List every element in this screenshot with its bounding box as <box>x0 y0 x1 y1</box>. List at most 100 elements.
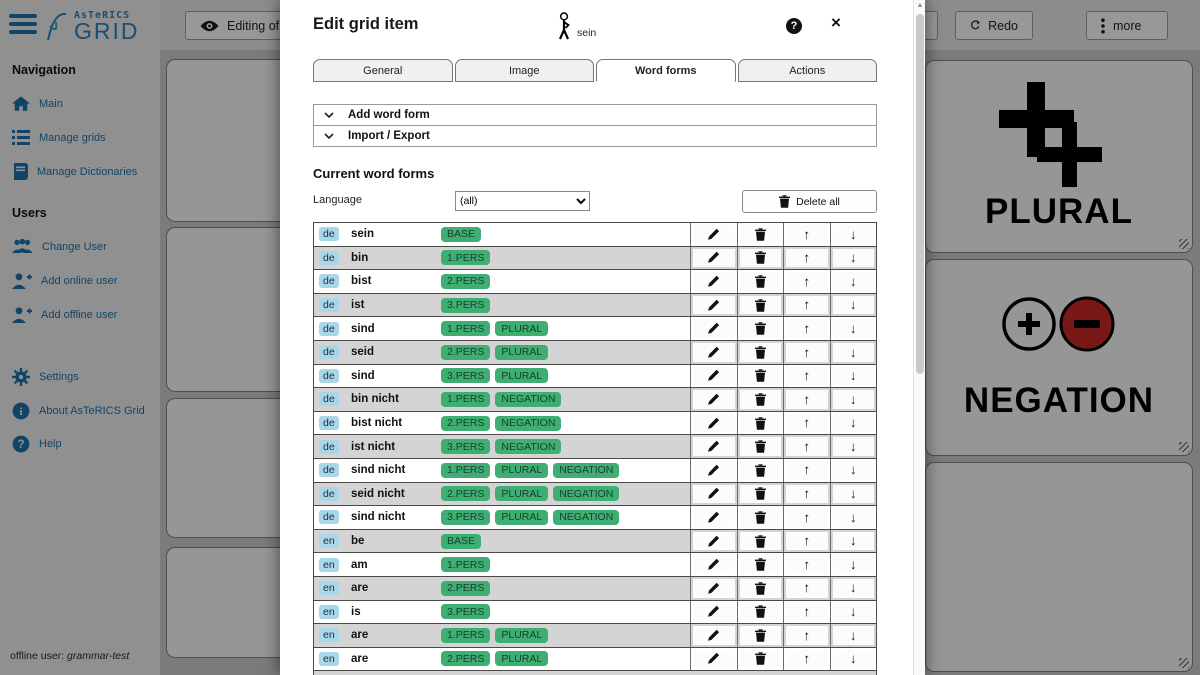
accordion-add-word-form[interactable]: Add word form <box>313 104 877 126</box>
resize-handle[interactable] <box>1179 239 1189 249</box>
move-row-up-button[interactable]: ↑ <box>783 388 830 411</box>
move-row-down-button[interactable]: ↓ <box>829 411 876 435</box>
move-row-down-button[interactable]: ↓ <box>829 340 876 364</box>
edit-row-button[interactable] <box>690 553 737 576</box>
edit-row-button[interactable] <box>690 576 737 600</box>
move-row-down-button[interactable]: ↓ <box>829 576 876 600</box>
grid-cell-plural[interactable]: PLURAL <box>925 60 1193 253</box>
move-row-up-button[interactable]: ↑ <box>783 364 830 388</box>
delete-row-button[interactable] <box>736 317 783 340</box>
more-button[interactable]: more <box>1086 11 1168 40</box>
move-row-down-button[interactable]: ↓ <box>829 364 876 388</box>
move-row-up-button[interactable]: ↑ <box>783 340 830 364</box>
delete-row-button[interactable] <box>736 647 783 671</box>
sidebar-item-main[interactable]: Main <box>12 96 63 112</box>
scrollbar-up-arrow[interactable]: ▲ <box>916 2 924 9</box>
edit-row-button[interactable] <box>690 293 737 317</box>
delete-all-button[interactable]: Delete all <box>742 190 877 213</box>
edit-row-button[interactable] <box>690 340 737 364</box>
move-row-down-button[interactable]: ↓ <box>829 388 876 411</box>
sidebar-item-manage-grids[interactable]: Manage grids <box>12 130 106 145</box>
move-row-up-button[interactable]: ↑ <box>783 435 830 458</box>
tab-image[interactable]: Image <box>454 59 594 82</box>
delete-row-button[interactable] <box>736 624 783 647</box>
grid-cell[interactable] <box>166 59 296 222</box>
delete-row-button[interactable] <box>736 246 783 270</box>
edit-row-button[interactable] <box>690 647 737 671</box>
delete-row-button[interactable] <box>736 482 783 506</box>
move-row-down-button[interactable]: ↓ <box>829 600 876 624</box>
move-row-up-button[interactable]: ↑ <box>783 293 830 317</box>
edit-row-button[interactable] <box>690 529 737 553</box>
delete-row-button[interactable] <box>736 553 783 576</box>
delete-row-button[interactable] <box>736 458 783 482</box>
delete-row-button[interactable] <box>736 223 783 246</box>
move-row-up-button[interactable]: ↑ <box>783 647 830 671</box>
edit-row-button[interactable] <box>690 435 737 458</box>
delete-row-button[interactable] <box>736 435 783 458</box>
move-row-down-button[interactable]: ↓ <box>829 435 876 458</box>
tab-actions[interactable]: Actions <box>737 59 877 82</box>
move-row-up-button[interactable]: ↑ <box>783 246 830 270</box>
edit-row-button[interactable] <box>690 246 737 270</box>
edit-row-button[interactable] <box>690 388 737 411</box>
edit-row-button[interactable] <box>690 458 737 482</box>
delete-row-button[interactable] <box>736 293 783 317</box>
sidebar-item-help[interactable]: ? Help <box>12 435 62 453</box>
move-row-down-button[interactable]: ↓ <box>829 529 876 553</box>
grid-cell[interactable] <box>166 227 296 392</box>
move-row-down-button[interactable]: ↓ <box>829 482 876 506</box>
menu-icon[interactable] <box>9 14 37 34</box>
move-row-down-button[interactable]: ↓ <box>829 506 876 529</box>
move-row-up-button[interactable]: ↑ <box>783 482 830 506</box>
tab-general[interactable]: General <box>313 59 453 82</box>
edit-row-button[interactable] <box>690 223 737 246</box>
help-icon[interactable]: ? <box>786 18 802 34</box>
move-row-up-button[interactable]: ↑ <box>783 600 830 624</box>
move-row-up-button[interactable]: ↑ <box>783 270 830 293</box>
edit-row-button[interactable] <box>690 411 737 435</box>
move-row-down-button[interactable]: ↓ <box>829 223 876 246</box>
move-row-up-button[interactable]: ↑ <box>783 317 830 340</box>
move-row-up-button[interactable]: ↑ <box>783 458 830 482</box>
sidebar-item-change-user[interactable]: Change User <box>12 239 107 254</box>
resize-handle[interactable] <box>1179 658 1189 668</box>
scrollbar-thumb[interactable] <box>915 14 924 374</box>
edit-row-button[interactable] <box>690 317 737 340</box>
accordion-import-export[interactable]: Import / Export <box>313 125 877 147</box>
grid-cell-negation[interactable]: NEGATION <box>925 259 1193 456</box>
move-row-down-button[interactable]: ↓ <box>829 270 876 293</box>
move-row-down-button[interactable]: ↓ <box>829 458 876 482</box>
delete-row-button[interactable] <box>736 411 783 435</box>
edit-row-button[interactable] <box>690 482 737 506</box>
move-row-up-button[interactable]: ↑ <box>783 506 830 529</box>
delete-row-button[interactable] <box>736 529 783 553</box>
sidebar-item-settings[interactable]: Settings <box>12 368 79 386</box>
resize-handle[interactable] <box>1179 442 1189 452</box>
move-row-up-button[interactable]: ↑ <box>783 576 830 600</box>
redo-button[interactable]: Redo <box>955 11 1033 40</box>
edit-row-button[interactable] <box>690 270 737 293</box>
language-select[interactable]: (all) <box>455 191 590 211</box>
edit-row-button[interactable] <box>690 600 737 624</box>
grid-cell[interactable] <box>925 462 1193 672</box>
modal-scrollbar[interactable]: ▲ <box>913 0 925 675</box>
sidebar-item-add-online-user[interactable]: Add online user <box>12 273 117 289</box>
sidebar-item-about[interactable]: i About AsTeRICS Grid <box>12 402 145 420</box>
delete-row-button[interactable] <box>736 340 783 364</box>
move-row-down-button[interactable]: ↓ <box>829 293 876 317</box>
move-row-up-button[interactable]: ↑ <box>783 529 830 553</box>
delete-row-button[interactable] <box>736 576 783 600</box>
move-row-down-button[interactable]: ↓ <box>829 647 876 671</box>
move-row-up-button[interactable]: ↑ <box>783 624 830 647</box>
move-row-up-button[interactable]: ↑ <box>783 223 830 246</box>
delete-row-button[interactable] <box>736 364 783 388</box>
delete-row-button[interactable] <box>736 270 783 293</box>
move-row-down-button[interactable]: ↓ <box>829 624 876 647</box>
move-row-up-button[interactable]: ↑ <box>783 553 830 576</box>
edit-row-button[interactable] <box>690 506 737 529</box>
move-row-down-button[interactable]: ↓ <box>829 553 876 576</box>
edit-row-button[interactable] <box>690 624 737 647</box>
delete-row-button[interactable] <box>736 600 783 624</box>
move-row-up-button[interactable]: ↑ <box>783 411 830 435</box>
